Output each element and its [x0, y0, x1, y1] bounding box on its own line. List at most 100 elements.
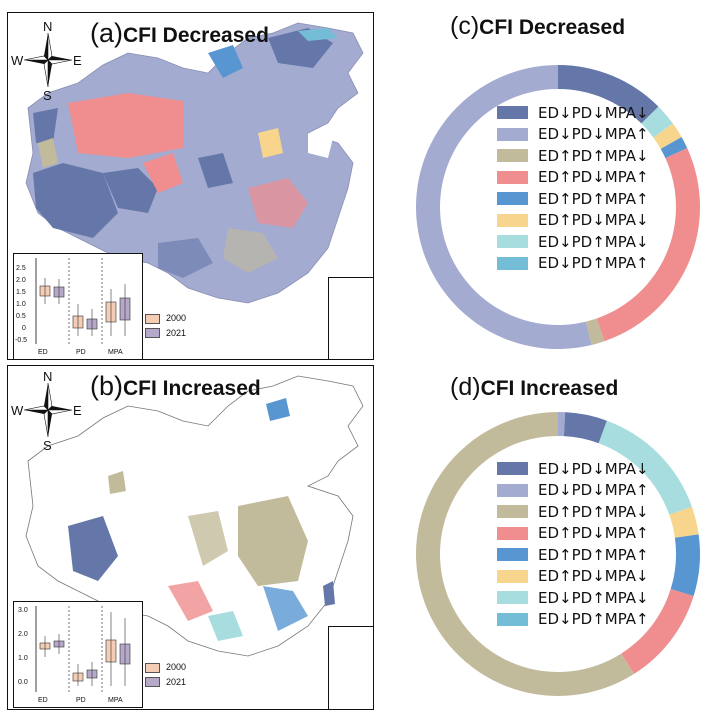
- south-china-sea-inset: [328, 277, 373, 359]
- donut-letter-c: (c): [450, 12, 480, 40]
- compass-e: E: [73, 403, 82, 418]
- legend-item: ED↓PD↓MPA↑: [497, 480, 649, 502]
- boxplot-a-svg: 2.5 2.0 1.5 1.0 0.5 0 -0.5 ED PD MPA: [15, 258, 131, 356]
- ytick: -0.5: [15, 337, 27, 344]
- donut-slice: [558, 412, 566, 437]
- xtick: ED: [38, 349, 48, 356]
- legend-label: ED↓PD↑MPA↓: [538, 232, 649, 251]
- compass-w: W: [11, 403, 24, 418]
- legend-2000: 2000: [166, 313, 187, 323]
- region-purple: [183, 103, 248, 153]
- region-darkblue-south: [158, 238, 213, 278]
- legend-2021: 2021: [166, 327, 187, 338]
- legend-label: ED↓PD↓MPA↓: [538, 459, 649, 478]
- boxplot-b-svg: 3.0 2.0 1.0 0.0 ED PD MPA: [18, 606, 131, 704]
- compass-s: S: [43, 88, 52, 100]
- ytick: 1.0: [18, 655, 28, 662]
- legend-item: ED↑PD↓MPA↑: [497, 167, 649, 189]
- donut-title-d: (d)CFI Increased: [450, 373, 618, 402]
- legend-item: ED↓PD↓MPA↓: [497, 102, 649, 124]
- donut-slice: [669, 506, 699, 538]
- ytick: 1.0: [16, 301, 26, 308]
- ytick: 2.0: [18, 631, 28, 638]
- compass-icon: N S W E: [11, 19, 82, 100]
- legend-label: ED↑PD↓MPA↑: [538, 524, 649, 543]
- xtick: PD: [76, 349, 86, 356]
- boxplot-b-legend: 2000 2021: [145, 662, 187, 688]
- region-khaki-south: [223, 228, 278, 273]
- panel-letter-b: (b): [90, 371, 123, 401]
- legend-label: ED↑PD↓MPA↓: [538, 211, 649, 230]
- legend-2000: 2000: [166, 662, 187, 672]
- region-blue-ne-b: [266, 398, 290, 421]
- ytick: 0: [22, 325, 26, 332]
- china-map-increased: [25, 375, 364, 657]
- donut-slice: [596, 148, 700, 342]
- region-khaki-center: [188, 511, 228, 566]
- region-taiwan: [323, 581, 335, 606]
- donut-slice: [653, 123, 682, 149]
- region-blue-south: [263, 586, 308, 631]
- donut-slice: [585, 318, 605, 345]
- legend-item: ED↓PD↑MPA↑: [497, 609, 649, 631]
- compass-icon: N S W E: [11, 369, 82, 450]
- region-darkblue-tibet: [68, 516, 118, 581]
- legend-item: ED↑PD↓MPA↑: [497, 523, 649, 545]
- legend-label: ED↓PD↓MPA↑: [538, 481, 649, 500]
- legend-item: ED↑PD↓MPA↓: [497, 210, 649, 232]
- south-china-sea-inset: [328, 626, 373, 709]
- legend-item: ED↑PD↑MPA↑: [497, 544, 649, 566]
- donut-slice: [660, 137, 688, 159]
- map-title-a: (a)CFI Decreased: [90, 18, 269, 49]
- map-panel-cfi-decreased: (a)CFI Decreased N S W E 2.5 2.0 1.5 1.0…: [7, 12, 374, 360]
- legend-item: ED↑PD↓MPA↓: [497, 566, 649, 588]
- boxplot-a: 2.5 2.0 1.5 1.0 0.5 0 -0.5 ED PD MPA: [13, 253, 143, 359]
- legend-label: ED↑PD↑MPA↑: [538, 189, 649, 208]
- boxplot-b: 3.0 2.0 1.0 0.0 ED PD MPA: [13, 601, 143, 708]
- legend-label: ED↑PD↑MPA↓: [538, 502, 649, 521]
- xtick: MPA: [108, 697, 123, 704]
- map-panel-cfi-increased: (b)CFI Increased N S W E 3.0 2.0 1.0 0.0: [7, 365, 374, 710]
- legend-label: ED↓PD↑MPA↑: [538, 610, 649, 629]
- region-pink-center: [143, 153, 183, 193]
- donut-name-d: CFI Increased: [480, 377, 619, 400]
- region-khaki-nw: [38, 138, 58, 168]
- donut-slice: [621, 589, 694, 674]
- china-map-decreased: [25, 22, 364, 304]
- ytick: 0.0: [18, 679, 28, 686]
- xtick: PD: [76, 697, 86, 704]
- donut-slice: [563, 412, 607, 444]
- region-blue-north: [208, 45, 243, 78]
- donut-letter-d: (d): [450, 373, 481, 401]
- map-title-b: (b)CFI Increased: [90, 371, 261, 402]
- donut-slice: [670, 534, 700, 597]
- legend-item: ED↓PD↓MPA↓: [497, 458, 649, 480]
- legend-label: ED↓PD↓MPA↑: [538, 125, 649, 144]
- region-darkblue-west: [33, 163, 118, 238]
- ytick: 2.0: [16, 277, 26, 284]
- legend-item: ED↓PD↑MPA↑: [497, 253, 649, 275]
- region-pink-south-b: [168, 581, 213, 621]
- panel-letter-a: (a): [90, 18, 123, 48]
- donut-title-c: (c)CFI Decreased: [450, 12, 625, 41]
- legend-label: ED↓PD↑MPA↓: [538, 588, 649, 607]
- ytick: 0.5: [16, 313, 26, 320]
- donut-slice: [415, 65, 592, 349]
- region-khaki-east: [238, 496, 308, 586]
- xtick: ED: [38, 697, 48, 704]
- donut-slice: [641, 106, 673, 138]
- panel-title-a: CFI Decreased: [123, 24, 269, 47]
- xtick: MPA: [108, 349, 123, 356]
- legend-2021: 2021: [166, 676, 187, 687]
- donut-legend-c: ED↓PD↓MPA↓ ED↓PD↓MPA↑ ED↑PD↑MPA↓ ED↑PD↓M…: [497, 102, 649, 274]
- legend-item: ED↓PD↓MPA↑: [497, 124, 649, 146]
- region-white-coast: [308, 133, 333, 158]
- legend-label: ED↑PD↑MPA↑: [538, 545, 649, 564]
- region-darkblue-center: [103, 168, 158, 213]
- legend-label: ED↓PD↑MPA↑: [538, 254, 649, 273]
- donut-chart-cfi-decreased: [415, 65, 700, 349]
- boxplot-a-legend: 2000 2021: [145, 313, 187, 339]
- panel-title-b: CFI Increased: [123, 377, 261, 400]
- legend-label: ED↑PD↓MPA↑: [538, 168, 649, 187]
- region-yellow: [258, 128, 283, 158]
